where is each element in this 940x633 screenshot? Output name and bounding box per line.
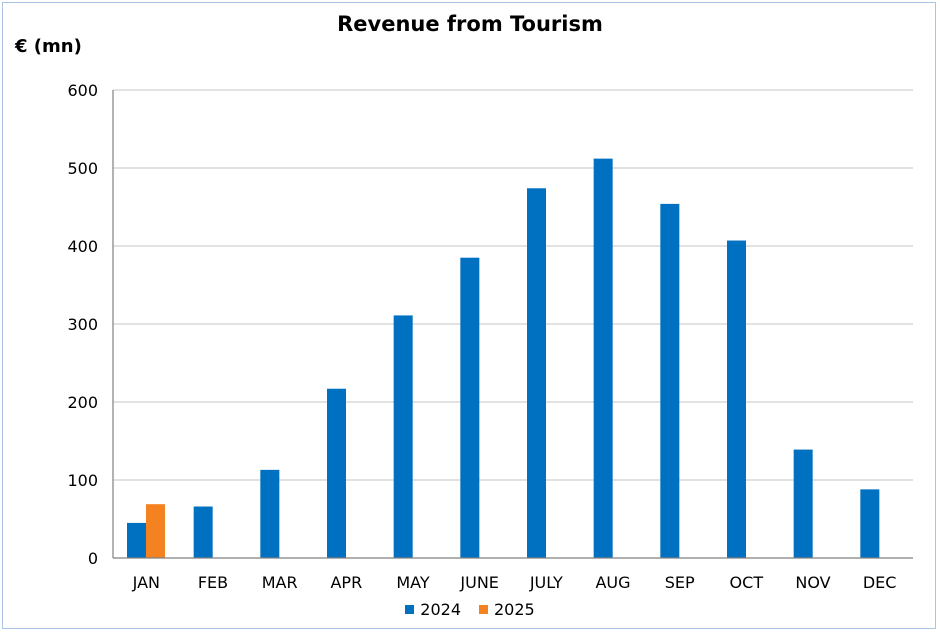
y-axis-unit-label: € (mn) [15,36,82,57]
bar-2025-jan [146,504,165,558]
y-tick-label: 500 [67,159,98,178]
x-tick-label: AUG [595,573,630,592]
x-tick-label: JAN [132,573,160,592]
legend-item-2024: 2024 [405,600,461,619]
legend-label-2024: 2024 [420,600,461,619]
x-tick-label: FEB [198,573,228,592]
bar-2024-june [460,257,480,558]
x-tick-label: OCT [730,573,764,592]
legend-item-2025: 2025 [479,600,535,619]
x-tick-label: APR [330,573,362,592]
y-axis-ticks: 0 100 200 300 400 500 600 [67,81,98,568]
bar-2024-july [527,188,546,558]
legend-swatch-2024 [405,605,415,614]
x-tick-label: JUNE [459,573,499,592]
bar-2024-jan [127,522,146,558]
bar-2024-mar [260,469,280,558]
bar-2024-feb [193,506,213,558]
legend-label-2025: 2025 [494,600,535,619]
bar-2024-nov [793,449,813,558]
y-tick-label: 400 [67,237,98,256]
chart-title: Revenue from Tourism [337,12,603,36]
y-tick-label: 200 [67,393,98,412]
y-tick-label: 100 [67,471,98,490]
x-tick-label: JULY [529,573,563,592]
bar-2024-sep [660,203,680,558]
y-tick-label: 0 [88,549,98,568]
gridlines [113,89,913,481]
bar-2024-dec [860,489,880,558]
bar-2024-oct [727,240,746,559]
x-tick-label: NOV [795,573,830,592]
x-axis-ticks: JAN FEB MAR APR MAY JUNE JULY AUG SEP OCT NOV DEC [132,573,897,592]
legend: 2024 2025 [0,600,940,619]
x-tick-label: SEP [665,573,695,592]
y-tick-label: 600 [67,81,98,100]
bar-2024-aug [593,158,613,558]
bar-2024-apr [327,388,346,558]
x-tick-label: MAY [396,573,430,592]
bar-2024-may [393,315,413,558]
y-tick-label: 300 [67,315,98,334]
axes [112,90,913,559]
legend-swatch-2025 [479,605,488,614]
bars [127,158,880,559]
x-tick-label: DEC [863,573,897,592]
x-tick-label: MAR [262,573,298,592]
